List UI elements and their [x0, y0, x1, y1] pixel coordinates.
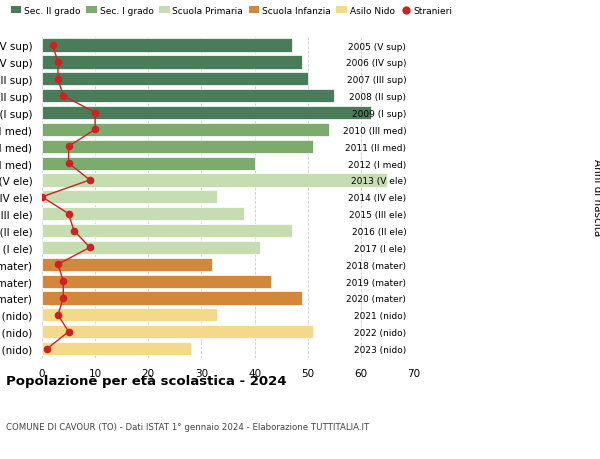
Bar: [42, 174, 388, 187]
Text: Anni di nascita: Anni di nascita: [592, 159, 600, 236]
Bar: [42, 258, 212, 271]
Bar: [42, 157, 254, 170]
Bar: [42, 275, 271, 288]
Bar: [42, 224, 292, 238]
Bar: [42, 325, 313, 338]
Legend: Sec. II grado, Sec. I grado, Scuola Primaria, Scuola Infanzia, Asilo Nido, Stran: Sec. II grado, Sec. I grado, Scuola Prim…: [11, 7, 453, 16]
Bar: [42, 140, 313, 153]
Text: Popolazione per età scolastica - 2024: Popolazione per età scolastica - 2024: [6, 374, 287, 387]
Bar: [42, 106, 371, 120]
Bar: [42, 241, 260, 254]
Bar: [42, 207, 244, 221]
Bar: [42, 342, 191, 355]
Bar: [42, 39, 292, 52]
Bar: [42, 90, 334, 103]
Bar: [42, 308, 217, 322]
Bar: [42, 292, 302, 305]
Text: COMUNE DI CAVOUR (TO) - Dati ISTAT 1° gennaio 2024 - Elaborazione TUTTITALIA.IT: COMUNE DI CAVOUR (TO) - Dati ISTAT 1° ge…: [6, 422, 369, 431]
Bar: [42, 123, 329, 137]
Bar: [42, 56, 302, 69]
Bar: [42, 73, 308, 86]
Bar: [42, 191, 217, 204]
